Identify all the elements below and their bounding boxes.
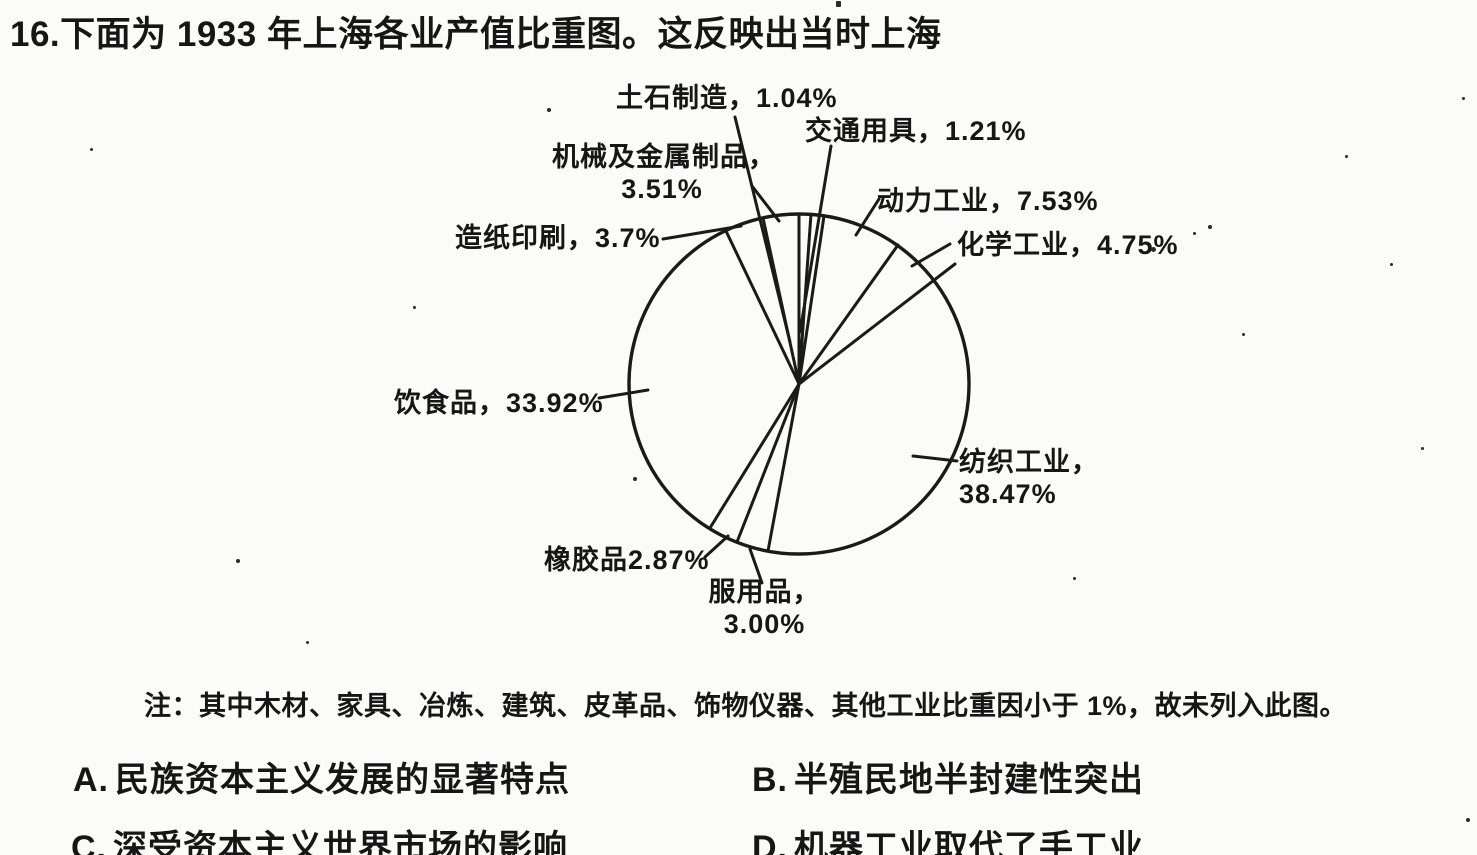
scan-speck	[1151, 247, 1156, 252]
leader-huaxue	[910, 242, 952, 268]
option-c-key: C.	[71, 829, 107, 855]
option-b-key: B.	[752, 761, 788, 799]
scan-speck	[836, 1, 841, 7]
slice-label-yinshipin: 饮食品，33.92%	[394, 388, 604, 418]
pie-slice-boundaries	[708, 212, 957, 553]
boundary-huaxue-fangzhi	[797, 262, 957, 386]
slice-label-fangzhi-value: 38.47%	[959, 479, 1057, 509]
leader-jiaotong	[798, 144, 833, 334]
scan-speck	[306, 641, 309, 644]
slice-label-tushi: 土石制造，1.04%	[616, 83, 838, 113]
slice-label-fuyong-value: 3.00%	[723, 609, 806, 639]
boundary-zaozhi-jixie	[761, 216, 801, 386]
leader-zaozhi	[661, 224, 743, 241]
leader-fangzhi	[911, 454, 959, 463]
slice-label-fuyong: 服用品， 3.00%	[702, 576, 827, 640]
scan-speck	[413, 306, 416, 309]
scan-speck	[1462, 97, 1465, 100]
scan-speck	[1345, 155, 1348, 158]
option-b: B. 半殖民地半封建性突出	[752, 752, 1144, 801]
scan-speck	[236, 559, 240, 563]
boundary-jiaotong-dongli	[797, 214, 826, 386]
option-a-key: A.	[73, 761, 109, 799]
boundary-dongli-huaxue	[797, 243, 900, 386]
slice-label-jixie: 机械及金属制品， 3.51%	[552, 141, 776, 205]
boundary-fuyong-xiangjiao	[735, 382, 801, 544]
option-a: A. 民族资本主义发展的显著特点	[73, 752, 570, 801]
option-d-key: D.	[752, 829, 788, 855]
leader-yinshipin	[597, 388, 650, 400]
scan-speck	[1421, 447, 1424, 450]
boundary-fangzhi-fuyong	[766, 382, 801, 553]
leader-dongli	[854, 197, 881, 237]
scan-speck	[547, 108, 551, 112]
boundary-xiangjiao-yinshipin	[708, 382, 801, 530]
slice-label-fangzhi-name: 纺织工业，	[959, 447, 1099, 477]
boundary-tushi-jiaotong	[797, 212, 813, 386]
option-d: D. 机器工业取代了手工业	[752, 820, 1144, 855]
scan-speck	[1242, 333, 1245, 336]
slice-label-dongli: 动力工业，7.53%	[877, 186, 1099, 216]
scan-speck	[1390, 263, 1393, 266]
scan-speck	[1466, 818, 1470, 822]
pie-circle	[627, 212, 971, 556]
scan-speck	[90, 148, 93, 151]
option-d-text: 机器工业取代了手工业	[794, 829, 1144, 855]
option-c: C. 深受资本主义世界市场的影响	[71, 820, 568, 855]
boundary-yinshipin-zaozhi	[724, 229, 801, 386]
slice-label-fuyong-name: 服用品，	[708, 577, 821, 607]
scan-speck	[1208, 225, 1212, 229]
scan-speck	[1073, 577, 1076, 580]
slice-label-zaozhi: 造纸印刷，3.7%	[455, 223, 661, 253]
chart-note: 注：其中木材、家具、冶炼、建筑、皮革品、饰物仪器、其他工业比重因小于 1%，故未…	[144, 691, 1348, 721]
slice-label-jiaotong: 交通用具，1.21%	[805, 116, 1027, 146]
option-c-text: 深受资本主义世界市场的影响	[113, 829, 568, 855]
scan-speck	[376, 771, 379, 774]
slice-label-jixie-name: 机械及金属制品，	[552, 142, 776, 172]
scan-speck	[1193, 232, 1196, 235]
option-b-text: 半殖民地半封建性突出	[794, 761, 1144, 799]
slice-label-huaxue: 化学工业，4.75%	[957, 230, 1179, 260]
slice-label-fangzhi: 纺织工业， 38.47%	[959, 446, 1099, 510]
option-a-text: 民族资本主义发展的显著特点	[115, 761, 570, 799]
scan-speck	[633, 477, 637, 481]
slice-label-xiangjiao: 橡胶品2.87%	[544, 545, 710, 575]
question-stem: 16.下面为 1933 年上海各业产值比重图。这反映出当时上海	[10, 15, 942, 54]
slice-label-jixie-value: 3.51%	[621, 174, 703, 204]
